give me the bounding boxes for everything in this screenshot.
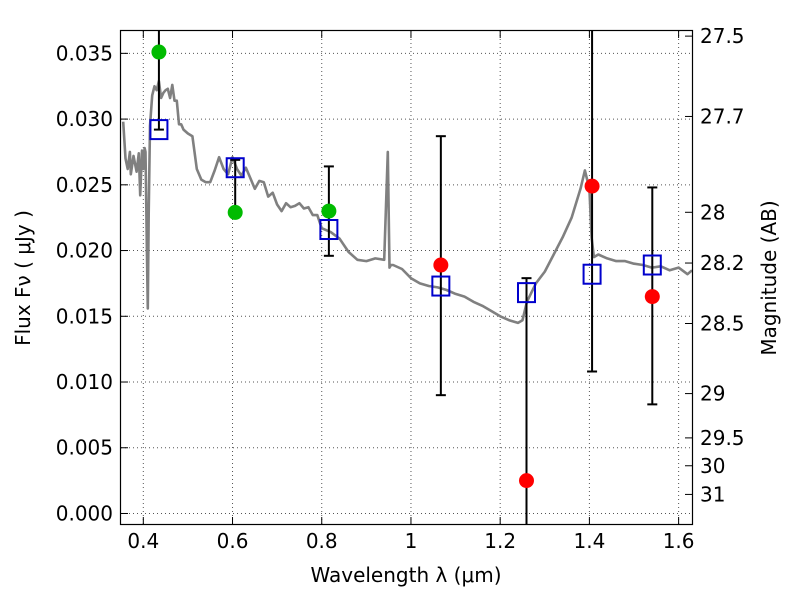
right-tick-label: 27.7	[700, 104, 745, 128]
right-tick-label: 29.5	[700, 426, 745, 450]
y-tick-label: 0.000	[56, 501, 113, 525]
right-tick-label: 30	[700, 454, 725, 478]
model-photometry-square	[582, 263, 602, 285]
model-photometry-square	[516, 282, 536, 304]
observed-point	[321, 203, 337, 219]
observed-point	[518, 473, 534, 489]
model-photometry-square	[225, 157, 245, 179]
x-tick-label: 1.6	[663, 529, 695, 553]
x-tick-label: 1	[405, 529, 418, 553]
x-tick-label: 0.6	[217, 529, 249, 553]
x-tick-label: 1.4	[573, 529, 605, 553]
model-photometry-square	[642, 254, 662, 276]
right-tick-label: 29	[700, 382, 725, 406]
model-sed-line	[121, 79, 693, 325]
observed-point	[584, 178, 600, 194]
observed-point	[433, 257, 449, 273]
model-photometry-square	[149, 119, 169, 141]
ticks: 0.4 0.6 0.8 1 1.2 1.4 1.6 0.000 0.005 0.010 0.015 0…	[56, 24, 745, 553]
x-tick-label: 1.2	[484, 529, 516, 553]
model-photometry-square	[431, 275, 451, 297]
y-tick-label: 0.030	[56, 107, 113, 131]
x-axis-label: Wavelength λ (μm)	[310, 563, 501, 587]
y-tick-label: 0.025	[56, 173, 113, 197]
right-tick-label: 31	[700, 482, 725, 506]
observed-point	[151, 44, 167, 60]
right-tick-label: 27.5	[700, 24, 745, 48]
right-tick-label: 28.5	[700, 312, 745, 336]
y-tick-label: 0.035	[56, 41, 113, 65]
y-tick-label: 0.010	[56, 370, 113, 394]
observed-point	[644, 289, 660, 305]
x-tick-label: 0.8	[306, 529, 338, 553]
model-photometry-square	[319, 219, 339, 241]
right-tick-label: 28	[700, 200, 725, 224]
y-axis-label: Flux Fν ( μJy )	[11, 210, 35, 346]
y-tick-label: 0.020	[56, 239, 113, 263]
y-tick-label: 0.015	[56, 304, 113, 328]
plot-content	[121, 31, 693, 524]
y-tick-label: 0.005	[56, 436, 113, 460]
right-tick-label: 28.2	[700, 251, 745, 275]
x-tick-label: 0.4	[127, 529, 159, 553]
plot-frame	[119, 29, 694, 526]
right-axis-label: Magnitude (AB)	[757, 200, 781, 355]
observed-point	[227, 204, 243, 220]
